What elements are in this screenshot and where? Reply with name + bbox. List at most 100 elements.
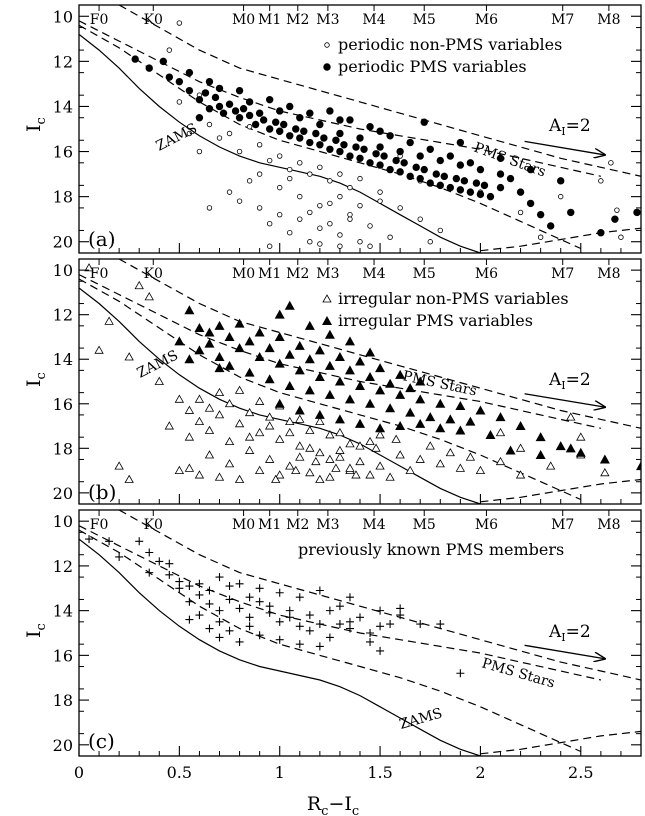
data-point: [165, 570, 174, 579]
data-point: [311, 456, 321, 466]
y-tick-label: 18: [53, 439, 73, 458]
spectral-type-label: M5: [413, 12, 436, 28]
data-point: [375, 385, 386, 395]
data-point: [455, 401, 466, 410]
data-point: [375, 430, 385, 439]
data-point: [324, 389, 335, 399]
data-point: [315, 447, 325, 457]
data-point: [275, 635, 284, 644]
spectral-type-label: M4: [362, 266, 385, 282]
data-point: [245, 593, 254, 602]
data-point: [567, 208, 575, 217]
data-point: [396, 168, 404, 176]
data-point: [506, 174, 515, 183]
data-point: [306, 109, 314, 117]
data-point: [307, 239, 313, 245]
y-tick-label: 12: [53, 557, 73, 576]
y-tick-label: 10: [53, 261, 73, 280]
data-point: [295, 452, 305, 461]
data-point: [265, 608, 274, 617]
data-point: [254, 396, 265, 405]
data-point: [194, 323, 205, 333]
data-point: [312, 129, 320, 138]
pms-stars-label: PMS Stars: [472, 140, 548, 181]
data-point: [225, 582, 234, 591]
data-point: [234, 385, 245, 394]
zams-line: [79, 33, 486, 253]
data-point: [376, 622, 385, 631]
data-point: [276, 107, 284, 115]
data-point: [277, 153, 283, 159]
y-axis-label-b: Ic: [23, 372, 49, 387]
data-point: [324, 329, 335, 339]
data-point: [264, 374, 275, 384]
spectral-type-label: K0: [144, 517, 163, 533]
data-point: [244, 336, 255, 346]
data-point: [476, 190, 485, 199]
data-point: [135, 537, 144, 546]
data-point: [194, 345, 205, 355]
data-point: [115, 552, 124, 561]
y-tick-label: 20: [53, 484, 73, 503]
data-point: [516, 188, 525, 196]
data-point: [235, 86, 244, 95]
data-point: [144, 292, 154, 301]
data-point: [194, 470, 205, 479]
data-point: [391, 434, 401, 443]
x-tick-label: 0.5: [167, 763, 192, 782]
data-point: [576, 432, 586, 441]
spectral-type-label: M0: [232, 266, 255, 282]
data-point: [287, 230, 293, 236]
data-point: [325, 430, 335, 439]
data-point: [224, 360, 235, 370]
data-point: [385, 378, 396, 388]
data-point: [376, 127, 384, 135]
data-point: [280, 120, 288, 129]
data-point: [496, 154, 505, 163]
data-point: [215, 617, 224, 626]
data-point: [347, 211, 353, 218]
data-point: [535, 432, 546, 442]
data-points: [84, 263, 641, 483]
data-point: [365, 398, 376, 408]
data-point: [214, 352, 225, 361]
data-point: [206, 205, 213, 211]
data-point: [205, 105, 214, 113]
isochrone-lines: [79, 510, 641, 756]
data-point: [405, 383, 416, 393]
data-point: [425, 441, 435, 450]
data-point: [351, 470, 361, 479]
legend-label: periodic PMS variables: [338, 57, 527, 76]
data-point: [204, 403, 215, 412]
x-tick-label: 0: [74, 763, 84, 782]
data-point: [485, 429, 496, 439]
spectral-type-label: M5: [413, 517, 436, 533]
panel-label-c: (c): [88, 729, 115, 753]
y-axis-label-c: Ic: [23, 623, 49, 638]
data-point: [214, 320, 225, 330]
data-point: [395, 421, 406, 431]
legend: periodic non-PMS variables periodic PMS v…: [323, 35, 562, 76]
data-point: [396, 604, 405, 613]
legend-label: previously known PMS members: [298, 540, 564, 559]
data-point: [427, 239, 433, 245]
spectral-type-labels: F0 K0 M0 M1 M2 M3 M4 M5 M6 M7 M8: [90, 510, 621, 533]
data-point: [327, 178, 333, 184]
y-tick-label: 18: [53, 188, 73, 207]
y-tick-label: 10: [53, 7, 73, 26]
data-point: [214, 387, 225, 397]
data-point: [274, 358, 285, 368]
legend-label: periodic non-PMS variables: [338, 35, 562, 54]
legend-symbol: [322, 294, 332, 303]
data-point: [515, 470, 526, 479]
axis-ticks: 10 12 14 16 18 20: [53, 512, 641, 757]
data-point: [295, 640, 304, 649]
data-point: [480, 181, 489, 190]
data-point: [314, 372, 325, 382]
zams-line: [79, 538, 486, 756]
data-point: [315, 474, 325, 483]
data-point: [375, 423, 386, 433]
data-point: [275, 470, 285, 479]
data-point: [236, 148, 243, 155]
data-point: [346, 116, 354, 124]
